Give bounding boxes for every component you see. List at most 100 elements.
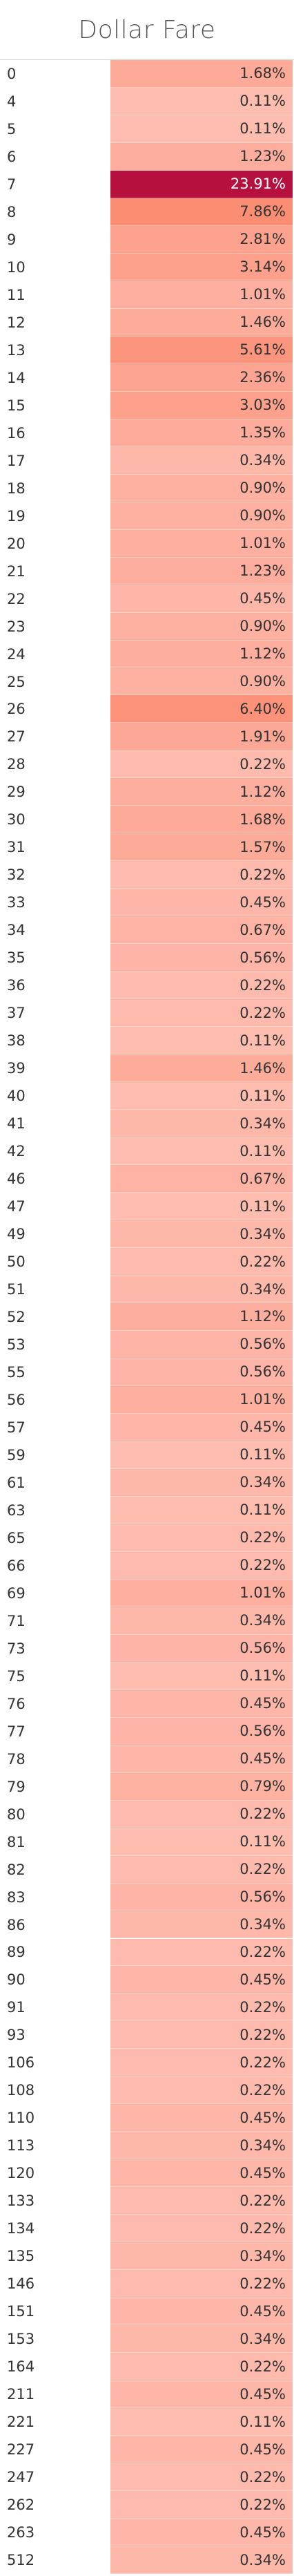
cell-value-label: 1.01% — [239, 1584, 286, 1602]
row-label: 55 — [7, 1363, 26, 1381]
heatmap-cell: 0.11% — [110, 1027, 293, 1055]
table-row: 41 0.34% — [0, 1110, 294, 1138]
heatmap-cell: 0.90% — [110, 474, 293, 502]
heatmap-cell: 1.23% — [110, 557, 293, 585]
row-label: 57 — [7, 1419, 26, 1436]
heatmap-cell: 0.22% — [110, 2076, 293, 2105]
table-row: 26 6.40% — [0, 695, 294, 723]
table-row: 55 0.56% — [0, 1358, 294, 1386]
cell-value-label: 0.22% — [239, 2275, 286, 2292]
row-label: 71 — [7, 1612, 26, 1629]
table-row: 15 3.03% — [0, 391, 294, 419]
row-label: 89 — [7, 1944, 26, 1961]
table-row: 262 0.22% — [0, 2491, 294, 2519]
table-row: 134 0.22% — [0, 2215, 294, 2243]
row-label: 113 — [7, 2137, 35, 2154]
heatmap-cell: 1.12% — [110, 640, 293, 668]
heatmap-cell: 1.01% — [110, 1385, 293, 1414]
heatmap-cell: 0.56% — [110, 1330, 293, 1358]
heatmap-cell: 1.68% — [110, 60, 293, 88]
heatmap-cell: 0.90% — [110, 502, 293, 530]
cell-value-label: 0.11% — [239, 1833, 286, 1850]
cell-value-label: 0.45% — [239, 2302, 286, 2320]
cell-value-label: 0.34% — [239, 1280, 286, 1298]
row-label: 31 — [7, 839, 26, 856]
table-row: 146 0.22% — [0, 2270, 294, 2298]
table-row: 27 1.91% — [0, 723, 294, 751]
row-label: 46 — [7, 1171, 26, 1188]
table-row: 90 0.45% — [0, 1966, 294, 1994]
heatmap-cell: 0.22% — [110, 2463, 293, 2492]
table-row: 120 0.45% — [0, 2159, 294, 2188]
cell-value-label: 0.34% — [239, 1474, 286, 1491]
heatmap-cell: 1.01% — [110, 281, 293, 309]
row-label: 59 — [7, 1446, 26, 1464]
heatmap-cell: 0.22% — [110, 2049, 293, 2077]
table-row: 17 0.34% — [0, 446, 294, 475]
heatmap-cell: 0.45% — [110, 2436, 293, 2464]
table-row: 86 0.34% — [0, 1911, 294, 1939]
heatmap-cell: 0.34% — [110, 1220, 293, 1249]
cell-value-label: 0.56% — [239, 949, 286, 966]
cell-value-label: 0.67% — [239, 921, 286, 938]
heatmap-cell: 0.22% — [110, 2215, 293, 2243]
heatmap-cell: 0.45% — [110, 1745, 293, 1773]
table-row: 0 1.68% — [0, 60, 294, 88]
table-row: 80 0.22% — [0, 1800, 294, 1828]
table-row: 69 1.01% — [0, 1579, 294, 1607]
table-row: 73 0.56% — [0, 1634, 294, 1663]
table-row: 47 0.11% — [0, 1193, 294, 1221]
row-label: 65 — [7, 1529, 26, 1546]
cell-value-label: 0.45% — [239, 1695, 286, 1712]
row-label: 75 — [7, 1667, 26, 1685]
heatmap-cell: 0.56% — [110, 1883, 293, 1911]
row-label: 15 — [7, 397, 26, 414]
heatmap-cell: 2.81% — [110, 225, 293, 254]
table-row: 37 0.22% — [0, 999, 294, 1027]
heatmap-cell: 3.14% — [110, 253, 293, 281]
cell-value-label: 0.45% — [239, 2441, 286, 2458]
cell-value-label: 0.22% — [239, 2219, 286, 2237]
row-label: 227 — [7, 2441, 35, 2459]
cell-value-label: 0.22% — [239, 2026, 286, 2043]
table-row: 57 0.45% — [0, 1413, 294, 1441]
heatmap-cell: 0.45% — [110, 585, 293, 613]
cell-value-label: 0.45% — [239, 2385, 286, 2403]
heatmap-cell: 0.79% — [110, 1772, 293, 1801]
row-label: 106 — [7, 2054, 35, 2072]
row-label: 135 — [7, 2248, 35, 2265]
row-label: 69 — [7, 1584, 26, 1602]
table-row: 221 0.11% — [0, 2408, 294, 2436]
cell-value-label: 0.11% — [239, 1446, 286, 1464]
table-row: 49 0.34% — [0, 1220, 294, 1249]
cell-value-label: 0.90% — [239, 673, 286, 690]
heatmap-cell: 0.45% — [110, 2380, 293, 2409]
table-row: 50 0.22% — [0, 1248, 294, 1276]
row-label: 24 — [7, 645, 26, 663]
table-row: 12 1.46% — [0, 308, 294, 337]
cell-value-label: 5.61% — [239, 341, 286, 359]
row-label: 27 — [7, 728, 26, 746]
row-label: 40 — [7, 1088, 26, 1105]
row-label: 18 — [7, 480, 26, 497]
table-row: 81 0.11% — [0, 1828, 294, 1856]
table-row: 19 0.90% — [0, 502, 294, 530]
cell-value-label: 0.45% — [239, 2164, 286, 2181]
heatmap-cell: 0.45% — [110, 2519, 293, 2546]
table-row: 31 1.57% — [0, 833, 294, 862]
chart-title: Dollar Fare — [78, 15, 216, 44]
table-row: 71 0.34% — [0, 1607, 294, 1635]
row-label: 247 — [7, 2469, 35, 2486]
cell-value-label: 0.22% — [239, 1557, 286, 1574]
heatmap-cell: 0.22% — [110, 972, 293, 1000]
cell-value-label: 0.11% — [239, 1032, 286, 1049]
heatmap-cell: 0.11% — [110, 1662, 293, 1690]
heatmap-cell: 0.11% — [110, 1441, 293, 1469]
table-row: 56 1.01% — [0, 1385, 294, 1414]
heatmap-cell: 1.35% — [110, 419, 293, 447]
heatmap-cell: 0.11% — [110, 1082, 293, 1110]
cell-value-label: 0.11% — [239, 1667, 286, 1685]
heatmap-cell: 3.03% — [110, 391, 293, 419]
table-row: 63 0.11% — [0, 1496, 294, 1524]
